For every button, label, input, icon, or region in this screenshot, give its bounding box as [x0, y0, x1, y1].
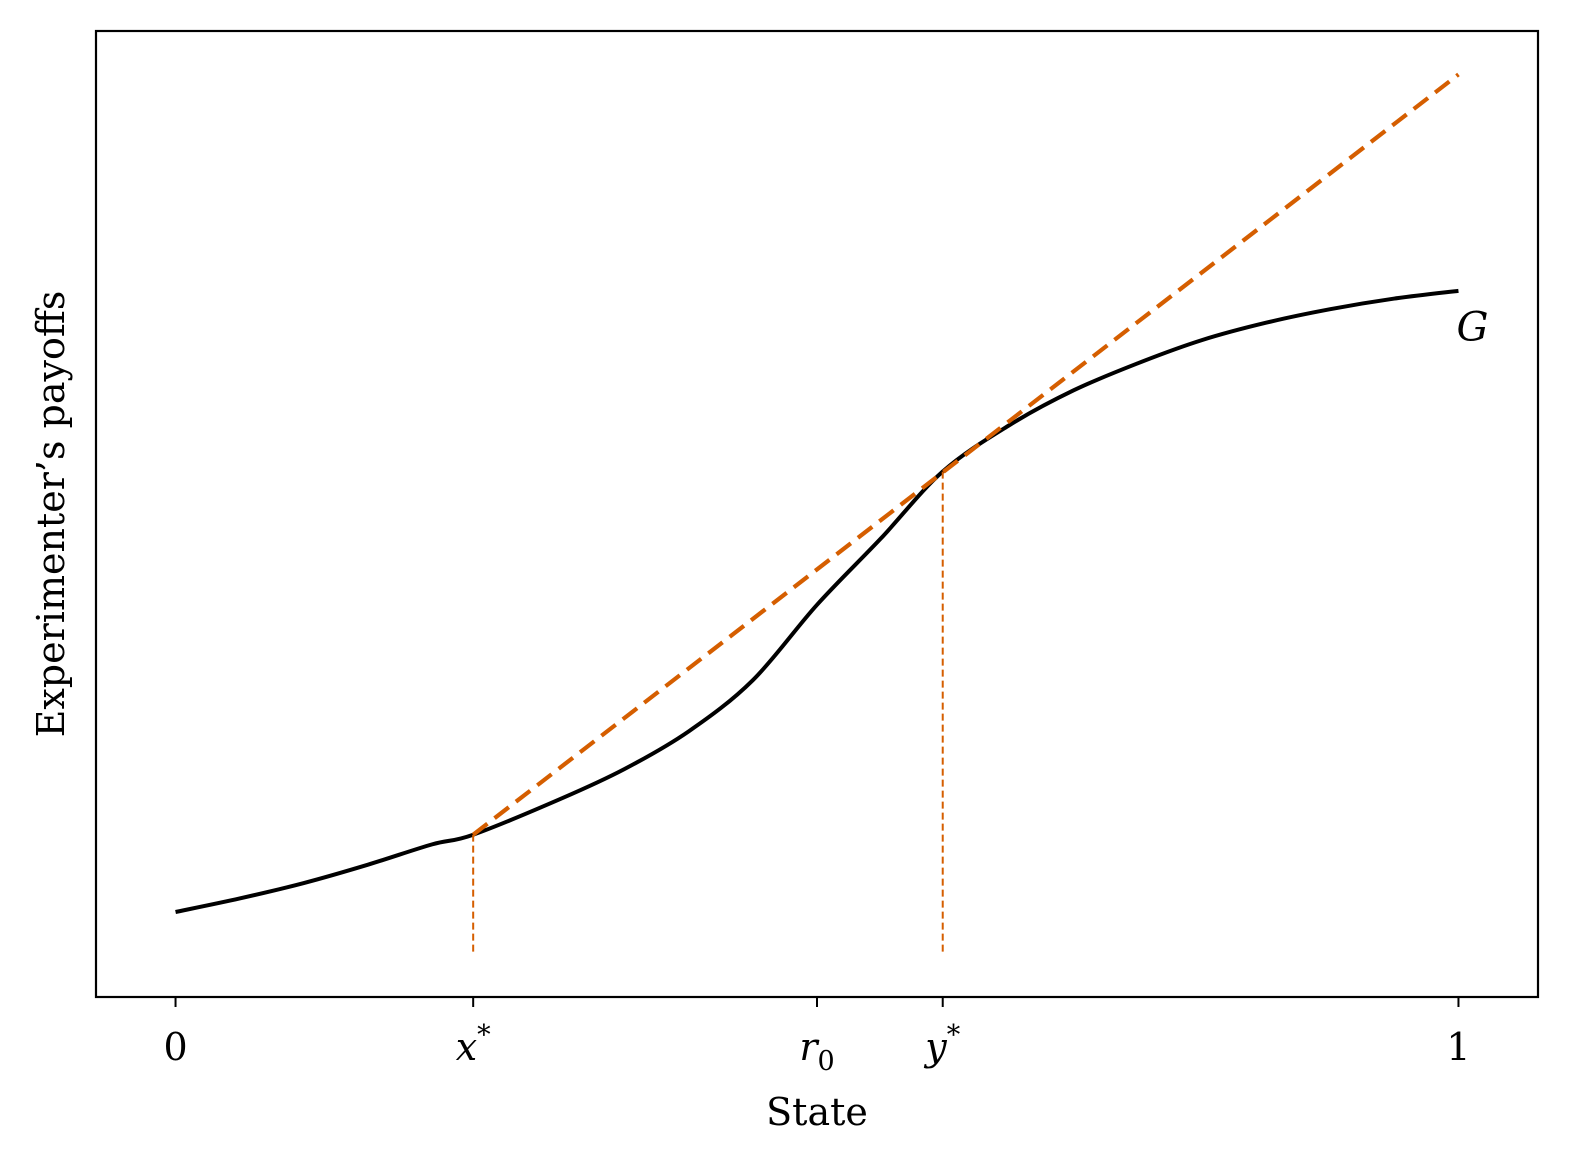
y-axis-label: Experimenter’s payoffs — [29, 291, 73, 738]
x-tick-label: 0 — [163, 1025, 187, 1069]
x-tick-label: y* — [923, 1020, 960, 1069]
plot-area: G — [175, 72, 1488, 952]
series-line-g — [175, 288, 1459, 914]
x-tick-label: r0 — [799, 1025, 834, 1077]
x-tick-label: 1 — [1446, 1025, 1470, 1069]
series-label-g: G — [1456, 305, 1488, 351]
labels: State Experimenter’s payoffs — [29, 291, 868, 1134]
tangent-dashed-line — [471, 72, 1460, 837]
x-axis-label: State — [766, 1090, 868, 1134]
x-axis-ticks: 0 x* r0 y* 1 — [163, 997, 1471, 1077]
x-tick-label: x* — [456, 1020, 491, 1069]
